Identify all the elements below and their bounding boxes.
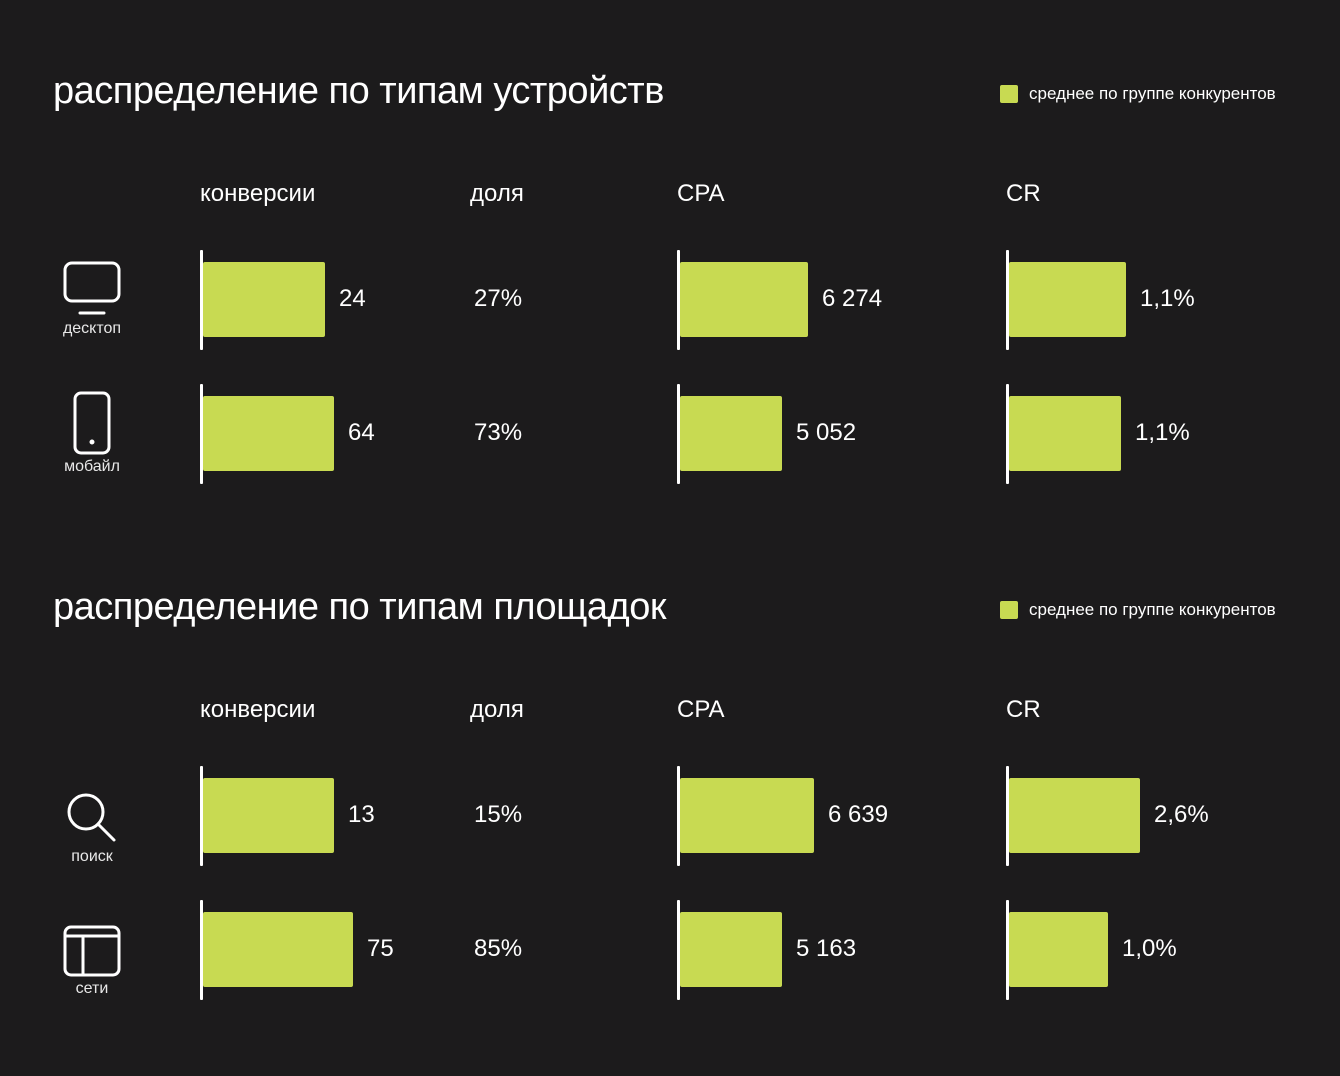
axis-line [677, 766, 680, 866]
bar-conversions [203, 778, 334, 853]
legend: среднее по группе конкурентов [1000, 600, 1276, 620]
bar-cr [1009, 262, 1126, 337]
axis-line [677, 384, 680, 484]
share-value: 73% [474, 419, 523, 446]
chart-title: распределение по типам устройств [53, 70, 664, 112]
data-row: поиск 13 15% 6 639 2,6% [0, 766, 1340, 866]
layout-icon [52, 924, 132, 978]
bar-cpa [680, 262, 808, 337]
legend-label: среднее по группе конкурентов [1029, 84, 1276, 103]
column-header: CPA [677, 180, 725, 207]
column-header: CR [1006, 696, 1041, 723]
axis-line [677, 900, 680, 1000]
share-value: 85% [474, 935, 523, 962]
value-label-conversions: 75 [367, 935, 394, 962]
axis-line [677, 250, 680, 350]
value-label-conversions: 24 [339, 285, 366, 312]
smartphone-icon [52, 390, 132, 456]
axis-line [1006, 766, 1009, 866]
axis-line [200, 250, 203, 350]
value-label-cr: 2,6% [1154, 801, 1209, 828]
bar-cpa [680, 396, 782, 471]
axis-line [1006, 900, 1009, 1000]
value-label-cr: 1,1% [1135, 419, 1190, 446]
legend-swatch [1000, 85, 1018, 103]
bar-conversions [203, 912, 353, 987]
legend: среднее по группе конкурентов [1000, 84, 1276, 104]
chart-title: распределение по типам площадок [53, 586, 666, 628]
value-label-cr: 1,0% [1122, 935, 1177, 962]
row-icon-group: сети [52, 924, 132, 998]
data-row: сети 75 85% 5 163 1,0% [0, 900, 1340, 1000]
column-header: конверсии [200, 696, 316, 723]
row-icon-group: поиск [52, 790, 132, 866]
legend-label: среднее по группе конкурентов [1029, 600, 1276, 619]
search-icon [52, 790, 132, 846]
axis-line [200, 384, 203, 484]
monitor-icon [52, 260, 132, 318]
chart-section: распределение по типам площадок среднее … [0, 516, 1340, 1032]
column-header: CR [1006, 180, 1041, 207]
value-label-cpa: 6 274 [822, 285, 883, 312]
column-header: доля [470, 696, 524, 723]
axis-line [1006, 384, 1009, 484]
value-label-cpa: 5 052 [796, 419, 857, 446]
value-label-cpa: 5 163 [796, 935, 857, 962]
legend-swatch [1000, 601, 1018, 619]
value-label-conversions: 13 [348, 801, 375, 828]
row-label: поиск [71, 848, 113, 865]
bar-conversions [203, 396, 334, 471]
bar-cpa [680, 912, 782, 987]
row-label: десктоп [62, 320, 122, 337]
value-label-cpa: 6 639 [828, 801, 889, 828]
row-label: сети [75, 980, 109, 997]
bar-cr [1009, 778, 1140, 853]
data-row: десктоп 24 27% 6 274 1,1% [0, 250, 1340, 350]
bar-cpa [680, 778, 814, 853]
bar-cr [1009, 912, 1108, 987]
row-label: мобайл [64, 458, 120, 475]
axis-line [200, 900, 203, 1000]
column-header: конверсии [200, 180, 316, 207]
row-icon-group: мобайл [52, 390, 132, 476]
chart-section: распределение по типам устройств среднее… [0, 0, 1340, 516]
row-icon-group: десктоп [52, 260, 132, 338]
bar-cr [1009, 396, 1121, 471]
column-header: CPA [677, 696, 725, 723]
share-value: 15% [474, 801, 523, 828]
column-header: доля [470, 180, 524, 207]
value-label-conversions: 64 [348, 419, 375, 446]
share-value: 27% [474, 285, 523, 312]
axis-line [200, 766, 203, 866]
value-label-cr: 1,1% [1140, 285, 1195, 312]
axis-line [1006, 250, 1009, 350]
data-row: мобайл 64 73% 5 052 1,1% [0, 384, 1340, 484]
bar-conversions [203, 262, 325, 337]
